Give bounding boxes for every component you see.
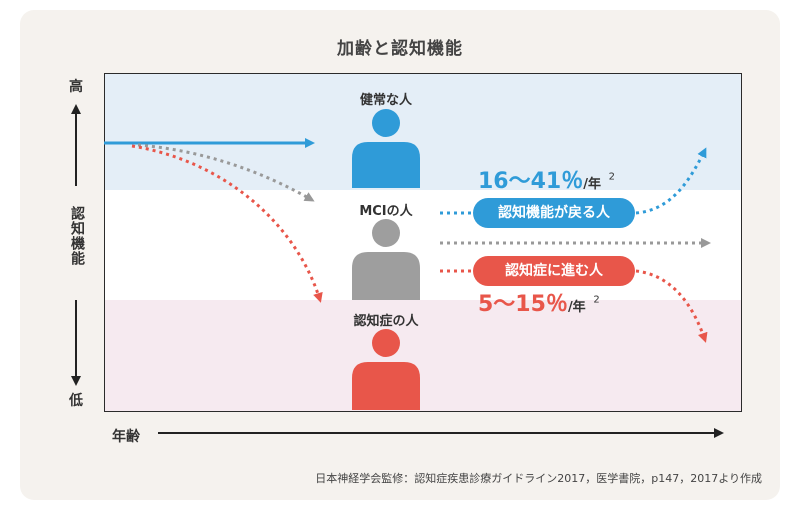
decline-to-mci-arrow: [137, 143, 315, 202]
recover-pill: 認知機能が戻る人: [473, 198, 635, 228]
decline-to-dementia-arrow: [131, 144, 323, 303]
recover-rate: 16～41％/年 2: [478, 163, 615, 195]
healthy-label: 健常な人: [359, 93, 412, 108]
y-axis-low-label: 低: [69, 393, 83, 409]
recover-footnote: 2: [608, 171, 616, 183]
mci-label: MCIの人: [359, 204, 413, 219]
diagram-title: 加齢と認知機能: [337, 39, 463, 59]
progress-footnote: 2: [593, 294, 600, 306]
band-dementia: [105, 300, 741, 411]
dementia-label: 認知症の人: [353, 314, 419, 329]
source-citation: 日本神経学会監修：認知症疾患診療ガイドライン2017，医学書院，p147，201…: [315, 472, 762, 485]
chart-area: [104, 73, 742, 412]
dementia-person-icon: [352, 329, 420, 410]
recover-rate-value: 16～41％: [478, 169, 584, 194]
healthy-person-icon: [352, 109, 420, 188]
y-axis-high-label: 高: [69, 79, 83, 95]
mci-person-icon: [352, 219, 420, 300]
recover-rate-unit: /年: [583, 177, 601, 192]
progress-pill: 認知症に進む人: [473, 256, 635, 286]
band-healthy: [105, 74, 741, 190]
recover-arrow: [635, 147, 707, 215]
progress-rate-unit: /年: [567, 300, 586, 315]
x-axis-label: 年齢: [112, 429, 140, 445]
y-axis-label: 認知機能: [69, 206, 85, 266]
progress-rate: 5～15％/年 2: [478, 286, 600, 318]
progress-rate-value: 5～15％: [478, 292, 568, 317]
progress-arrow: [635, 269, 708, 343]
band-mci: [105, 190, 741, 300]
